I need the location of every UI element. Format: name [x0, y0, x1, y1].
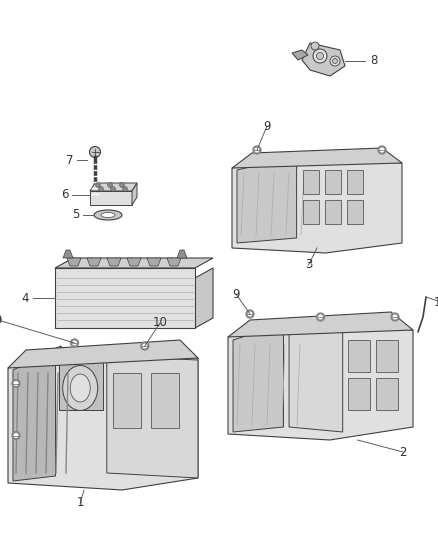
Circle shape — [95, 182, 100, 188]
Circle shape — [99, 187, 103, 191]
Bar — [113, 373, 141, 428]
Polygon shape — [8, 346, 198, 490]
Text: 1: 1 — [77, 497, 84, 510]
Text: 6: 6 — [61, 189, 69, 201]
Circle shape — [12, 432, 20, 440]
Polygon shape — [237, 156, 297, 243]
Ellipse shape — [94, 210, 122, 220]
Ellipse shape — [101, 213, 115, 217]
Circle shape — [143, 344, 147, 348]
Polygon shape — [90, 183, 137, 191]
Bar — [325, 170, 341, 194]
Polygon shape — [59, 353, 103, 409]
Text: 7: 7 — [66, 154, 74, 166]
Text: 10: 10 — [434, 295, 438, 309]
Circle shape — [14, 382, 18, 385]
Circle shape — [393, 315, 397, 319]
Text: 10: 10 — [152, 317, 167, 329]
Circle shape — [110, 187, 116, 191]
Circle shape — [330, 56, 340, 66]
Text: 3: 3 — [305, 259, 312, 271]
Circle shape — [89, 147, 100, 157]
Circle shape — [378, 146, 386, 154]
Text: 9: 9 — [0, 313, 2, 327]
Circle shape — [107, 182, 113, 188]
Circle shape — [12, 379, 20, 387]
Circle shape — [248, 312, 252, 316]
Text: 9: 9 — [232, 287, 240, 301]
Polygon shape — [87, 258, 101, 266]
Text: 5: 5 — [72, 208, 80, 222]
Polygon shape — [63, 250, 73, 258]
Circle shape — [317, 313, 325, 321]
Polygon shape — [8, 340, 198, 368]
Ellipse shape — [70, 374, 90, 402]
Bar — [348, 340, 370, 372]
Polygon shape — [132, 183, 137, 205]
Polygon shape — [67, 258, 81, 266]
Bar — [55, 268, 195, 328]
Text: 8: 8 — [370, 54, 378, 68]
Polygon shape — [232, 148, 402, 168]
Bar — [304, 170, 319, 194]
Polygon shape — [107, 356, 198, 478]
Circle shape — [14, 434, 18, 437]
Text: 9: 9 — [263, 119, 271, 133]
Circle shape — [313, 49, 327, 63]
Text: 4: 4 — [21, 292, 29, 304]
Polygon shape — [228, 320, 413, 440]
Bar — [325, 200, 341, 224]
Bar — [347, 170, 364, 194]
Circle shape — [332, 59, 338, 63]
Circle shape — [317, 52, 324, 60]
Ellipse shape — [63, 366, 98, 410]
Polygon shape — [127, 258, 141, 266]
Bar — [347, 200, 364, 224]
Polygon shape — [13, 350, 56, 481]
Polygon shape — [302, 43, 345, 76]
Polygon shape — [233, 324, 283, 432]
Circle shape — [253, 146, 261, 154]
Circle shape — [73, 341, 76, 345]
Polygon shape — [289, 324, 343, 432]
Circle shape — [120, 182, 124, 188]
Bar — [151, 373, 179, 428]
Polygon shape — [195, 268, 213, 328]
Polygon shape — [147, 258, 161, 266]
Polygon shape — [90, 191, 132, 205]
Polygon shape — [55, 258, 213, 268]
Bar — [376, 378, 398, 410]
Circle shape — [123, 187, 127, 191]
Circle shape — [246, 310, 254, 318]
Polygon shape — [167, 258, 181, 266]
Circle shape — [380, 148, 384, 152]
Polygon shape — [292, 50, 308, 60]
Circle shape — [71, 339, 78, 347]
Polygon shape — [228, 312, 413, 337]
Circle shape — [319, 315, 322, 319]
Bar — [348, 378, 370, 410]
Text: 2: 2 — [399, 446, 407, 458]
Polygon shape — [107, 258, 121, 266]
Circle shape — [141, 342, 149, 350]
Circle shape — [255, 148, 259, 152]
Bar — [376, 340, 398, 372]
Polygon shape — [232, 153, 402, 253]
Circle shape — [391, 313, 399, 321]
Bar — [304, 200, 319, 224]
Circle shape — [311, 42, 319, 50]
Polygon shape — [177, 250, 187, 258]
